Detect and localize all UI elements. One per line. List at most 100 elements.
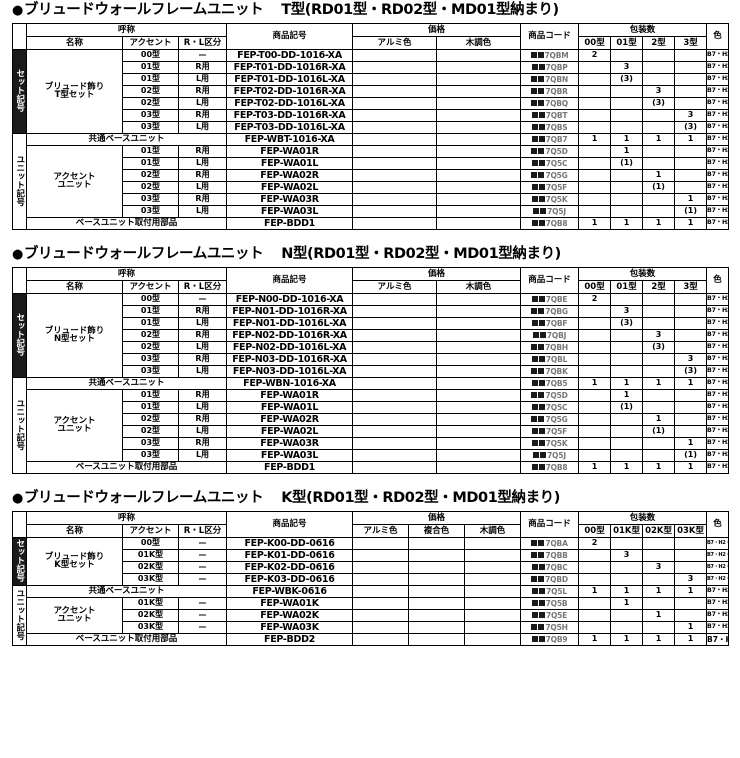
code-swatch-2 [538,296,545,303]
color-value: B7・H2・KG・YF・YA・W6 [706,120,730,134]
pkg-qty-2 [642,388,676,402]
code-swatch-1 [531,440,538,447]
product-symbol-value: FEP-WA01K [226,596,354,610]
accent-value: 01型 [122,144,179,158]
pkg-qty-0: 1 [578,632,612,646]
pkg-qty-1 [610,48,644,62]
side-label-set-text: セット記号 [14,539,25,582]
set-name: ブリュード飾り K型セット [26,536,123,586]
accent-value: 03型 [122,108,179,122]
header-name: 名称 [26,523,123,538]
pkg-qty-3 [674,84,708,98]
color-value: B7・H2・KG・YF・YA・W6 [706,72,730,86]
pkg-qty-3 [674,60,708,74]
accent-value: 03K型 [122,620,179,634]
pkg-qty-3 [674,340,708,354]
pkg-qty-1 [610,424,644,438]
pkg-qty-2: 1 [642,632,676,646]
price-cell-0 [352,304,438,318]
rl-value: L用 [177,448,228,462]
pkg-qty-3: 1 [674,620,708,634]
header-price-col-1: 木調色 [436,35,522,50]
pkg-qty-0 [578,548,612,562]
unit-name: アクセント ユニット [26,388,123,462]
price-cell-1 [436,436,522,450]
color-value: B7・H2・KG・YF・YA・W6 [706,96,730,110]
unit-name: アクセント ユニット [26,596,123,634]
product-symbol-value: FEP-WA01L [226,156,354,170]
catalog-table-t-type: 呼称 商品記号 価格 商品コード 包装数色名称 アクセント R・L区分 アルミ色 木調色 00型 0… [12,22,730,230]
color-value: B7・H2・TV・4F・MO・AN・JO・SI・PV・4Q [706,536,730,550]
price-cell-0 [352,328,438,342]
price-cell-1 [436,180,522,194]
accent-value: 00型 [122,48,179,62]
pkg-qty-3: (1) [674,448,708,462]
code-swatch-1 [531,564,538,571]
pkg-qty-0 [578,316,612,330]
accent-value: 01型 [122,316,179,330]
color-value: B7・H2・AR・KG・YF・YA・W6 [706,400,730,414]
color-value: B7・H2・AR・KG・YF・YA・W6 [706,596,730,610]
set-name: ブリュード飾り N型セット [26,292,123,378]
pkg-qty-1: (1) [610,400,644,414]
pkg-qty-2: 3 [642,328,676,342]
code-swatch-2 [538,540,545,547]
side-label-unit: ユニット記号 [12,584,27,646]
rl-value: R用 [177,436,228,450]
product-code-value: 7Q5E [520,608,580,622]
pkg-qty-3 [674,168,708,182]
accent-value: 02型 [122,180,179,194]
pkg-qty-0 [578,340,612,354]
price-cell-2 [464,608,522,622]
product-code-text: 7Q5H [545,622,568,632]
price-cell-1 [436,400,522,414]
pkg-qty-2 [642,448,676,462]
pkg-qty-2: 3 [642,84,676,98]
pkg-qty-3: (1) [674,204,708,218]
color-value: B7・H2・KG・YF・YA・W6 [706,108,730,122]
price-cell-1 [436,192,522,206]
price-cell-1 [436,108,522,122]
header-color: 色 [706,510,730,538]
pkg-qty-1: 1 [610,460,644,474]
product-code-value: 7Q5J [520,204,580,218]
pkg-qty-3 [674,536,708,550]
product-symbol-value: FEP-T03-DD-1016L-XA [226,120,354,134]
product-symbol-value: FEP-T02-DD-1016L-XA [226,96,354,110]
table-row: 02K型—FEP-K02-DD-0616 7QBC 3 B7・H2・TV・4F・MO・… [13,560,730,574]
pkg-qty-3 [674,156,708,170]
product-code-text: 7Q5D [545,146,568,156]
rl-value: L用 [177,364,228,378]
price-cell-0 [352,340,438,354]
side-label-set: セット記号 [12,292,27,378]
price-cell-1 [436,84,522,98]
pkg-qty-3 [674,144,708,158]
pkg-qty-1 [610,120,644,134]
product-code-value: 7QBG [520,304,580,318]
pkg-qty-3: (3) [674,364,708,378]
product-code-text: 7QBK [545,366,568,376]
pkg-qty-2 [642,204,676,218]
accent-value: 03型 [122,448,179,462]
pkg-qty-1 [610,96,644,110]
product-code-text: 7QBP [545,62,568,72]
product-code-text: 7Q5K [545,438,568,448]
pkg-qty-2 [642,536,676,550]
accent-value: 01型 [122,304,179,318]
code-swatch-1 [531,368,538,375]
pkg-qty-2 [642,156,676,170]
product-code-text: 7Q5G [545,170,568,180]
pkg-qty-1 [610,340,644,354]
rl-value: L用 [177,156,228,170]
pkg-qty-1: (1) [610,156,644,170]
price-cell-0 [352,132,438,146]
rl-value: — [177,572,228,586]
table-title-type: K型(RD01型・RD02型・MD01型納まり) [281,489,561,506]
set-name-line-0: ブリュード飾り [44,81,105,92]
